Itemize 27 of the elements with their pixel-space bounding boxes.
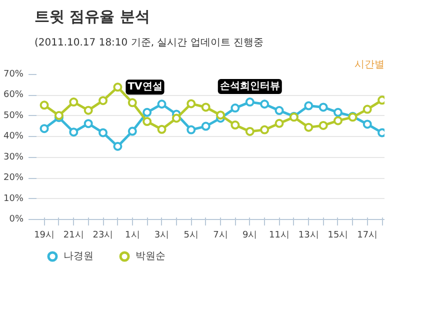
x-tick-label: 1시 <box>125 230 140 240</box>
chart-title: 트윗 점유율 분석 <box>34 8 150 26</box>
annotation: TV연설 <box>128 82 162 93</box>
y-tick-label: 40% <box>3 132 24 142</box>
x-tick-label: 15시 <box>328 230 348 240</box>
x-tick-label: 3시 <box>154 230 170 240</box>
x-tick-label: 13시 <box>298 230 319 240</box>
y-tick-label: 10% <box>3 194 24 204</box>
annotation: 손석희인터뷰 <box>220 81 280 92</box>
x-tick-label: 19시 <box>34 230 55 240</box>
x-tick-label: 7시 <box>213 230 228 240</box>
chart-subtitle: (2011.10.17 18:10 기준, 실시간 업데이트 진행중 <box>34 38 264 48</box>
y-tick-label: 30% <box>3 152 24 162</box>
x-tick-label: 11시 <box>269 230 290 240</box>
y-tick-label: 60% <box>3 90 24 100</box>
x-tick-label: 17시 <box>357 230 378 240</box>
y-tick-label: 70% <box>3 70 24 80</box>
legend-label: 나경원 <box>63 251 94 262</box>
text: 시간별 <box>354 60 384 70</box>
y-tick-label: 20% <box>3 173 24 184</box>
x-tick-label: 23시 <box>92 230 114 240</box>
x-tick-label: 21시 <box>63 230 84 240</box>
y-tick-label: 0% <box>9 214 24 224</box>
y-tick-label: 50% <box>3 110 24 121</box>
legend-label: 박원순 <box>135 251 166 262</box>
x-tick-label: 9시 <box>242 230 258 240</box>
x-tick-label: 5시 <box>184 230 199 240</box>
